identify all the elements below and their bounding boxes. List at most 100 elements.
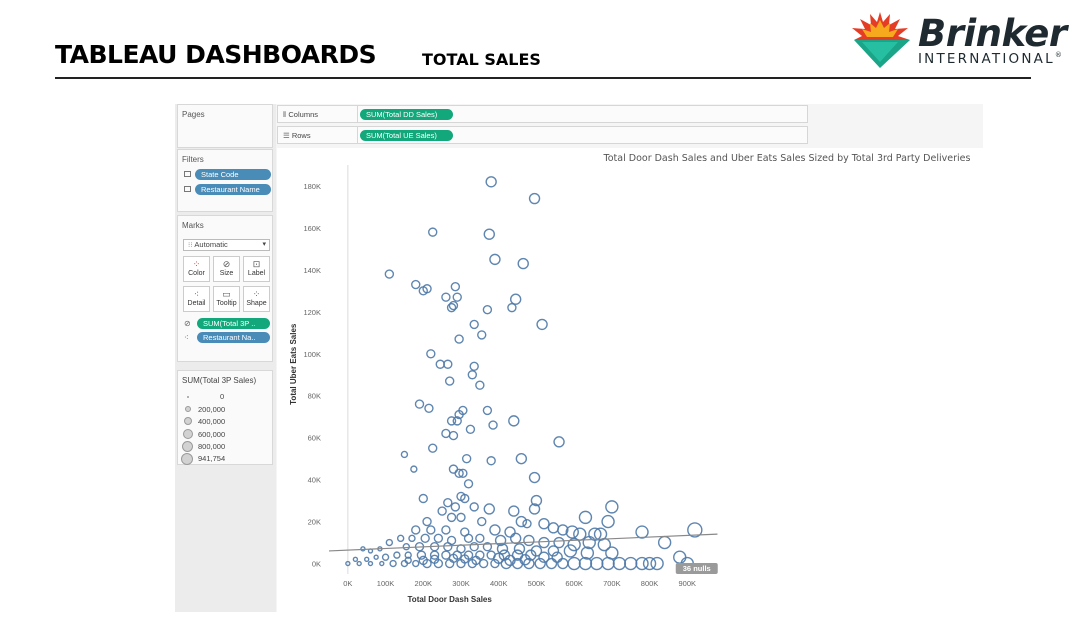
data-point (538, 536, 550, 549)
data-point (601, 556, 615, 571)
data-point (578, 510, 593, 525)
x-tick-label: 100K (377, 579, 395, 588)
data-point (519, 554, 531, 566)
data-point (522, 518, 532, 529)
x-tick-label: 500K (528, 579, 546, 588)
scatter-chart[interactable]: Total Door Dash Sales and Uber Eats Sale… (277, 148, 983, 612)
data-point (469, 542, 479, 552)
marks-pill-size[interactable]: SUM(Total 3P .. (197, 318, 270, 329)
data-point (424, 403, 434, 414)
legend-item: 600,000 (198, 430, 226, 439)
data-point (553, 436, 565, 448)
marks-color-label: Color (188, 270, 205, 277)
filter-pill-state-code[interactable]: State Code (195, 169, 271, 180)
data-point (509, 532, 522, 545)
data-point (400, 450, 409, 459)
marks-detail-button[interactable]: ⁖ Detail (183, 286, 210, 312)
data-point (475, 533, 485, 544)
data-point (624, 556, 638, 571)
marks-shape-button[interactable]: ⁘ Shape (243, 286, 270, 312)
data-point (515, 452, 528, 465)
filter-icon (184, 171, 191, 177)
data-point (345, 560, 351, 567)
data-point (437, 506, 447, 516)
data-point (489, 253, 501, 266)
data-point (411, 525, 421, 535)
data-point (534, 557, 546, 570)
data-point (450, 502, 461, 512)
marks-pill-detail[interactable]: Restaurant Na.. (197, 332, 270, 343)
data-point (429, 550, 440, 560)
data-point (426, 525, 436, 535)
data-point (460, 554, 470, 564)
data-point (612, 556, 627, 571)
legend-item: 400,000 (198, 417, 226, 426)
data-point (441, 292, 451, 302)
legend-item: 800,000 (198, 442, 226, 451)
legend-item: 941,754 (198, 454, 226, 463)
data-point (373, 554, 379, 560)
data-point (635, 556, 649, 571)
data-point (396, 534, 405, 543)
data-point (500, 557, 512, 570)
data-point (414, 399, 425, 409)
mark-type-icon: ⁝⁝ (188, 242, 195, 249)
chart-area: Total Door Dash Sales and Uber Eats Sale… (277, 148, 983, 612)
data-point (530, 494, 543, 507)
data-point (418, 493, 428, 504)
data-point (443, 359, 453, 369)
marks-label-button[interactable]: ⊡ Label (243, 256, 270, 282)
y-tick-label: 40K (308, 476, 321, 485)
y-tick-label: 80K (308, 392, 321, 401)
x-tick-label: 0K (343, 579, 352, 588)
rows-shelf[interactable]: ☰ Rows SUM(Total UE Sales) (277, 126, 808, 144)
side-pane: Pages Filters State Code Restaurant Name… (175, 104, 276, 612)
data-point (364, 556, 370, 563)
data-point (483, 503, 495, 515)
data-point (642, 556, 657, 571)
data-point (523, 557, 535, 570)
marks-color-button[interactable]: ⁘ Color (183, 256, 210, 282)
nulls-badge-background (675, 563, 718, 574)
x-tick-label: 600K (565, 579, 583, 588)
data-point (528, 471, 541, 484)
data-point (563, 544, 578, 558)
y-tick-label: 0K (312, 560, 321, 569)
chevron-down-icon: ▾ (262, 241, 266, 248)
mark-type-dropdown[interactable]: ⁝⁝ Automatic ▾ (183, 239, 270, 251)
legend-circle (182, 441, 193, 452)
data-point (547, 522, 560, 534)
columns-pill[interactable]: SUM(Total DD Sales) (360, 109, 453, 120)
data-point (687, 522, 703, 538)
detail-icon: ⁖ (184, 333, 189, 342)
data-point (493, 552, 505, 564)
marks-shape-label: Shape (246, 300, 267, 307)
label-icon: ⊡ (252, 259, 261, 269)
columns-shelf[interactable]: ⦀ Columns SUM(Total DD Sales) (277, 105, 808, 123)
x-tick-label: 700K (603, 579, 621, 588)
nulls-badge[interactable]: 36 nulls (683, 564, 711, 573)
data-point (454, 409, 464, 420)
data-point (384, 269, 395, 279)
pages-card[interactable]: Pages (177, 104, 273, 148)
data-point (463, 533, 474, 544)
data-point (517, 257, 529, 270)
data-point (590, 556, 604, 571)
data-point (475, 380, 485, 390)
data-point (536, 318, 548, 331)
data-point (553, 536, 565, 549)
data-point (508, 505, 520, 517)
rows-pill[interactable]: SUM(Total UE Sales) (360, 130, 453, 141)
data-point (444, 376, 455, 386)
slide-title: TABLEAU DASHBOARDS (55, 40, 377, 69)
data-point (557, 524, 569, 536)
filter-pill-restaurant-name[interactable]: Restaurant Name (195, 184, 271, 195)
data-point (465, 424, 476, 434)
marks-size-button[interactable]: ⊘ Size (213, 256, 240, 282)
data-point (443, 497, 453, 508)
data-point (471, 555, 481, 566)
tableau-worksheet: Pages Filters State Code Restaurant Name… (175, 104, 983, 612)
marks-tooltip-button[interactable]: ▭ Tooltip (213, 286, 240, 312)
x-tick-label: 900K (679, 579, 697, 588)
data-point (385, 538, 394, 547)
